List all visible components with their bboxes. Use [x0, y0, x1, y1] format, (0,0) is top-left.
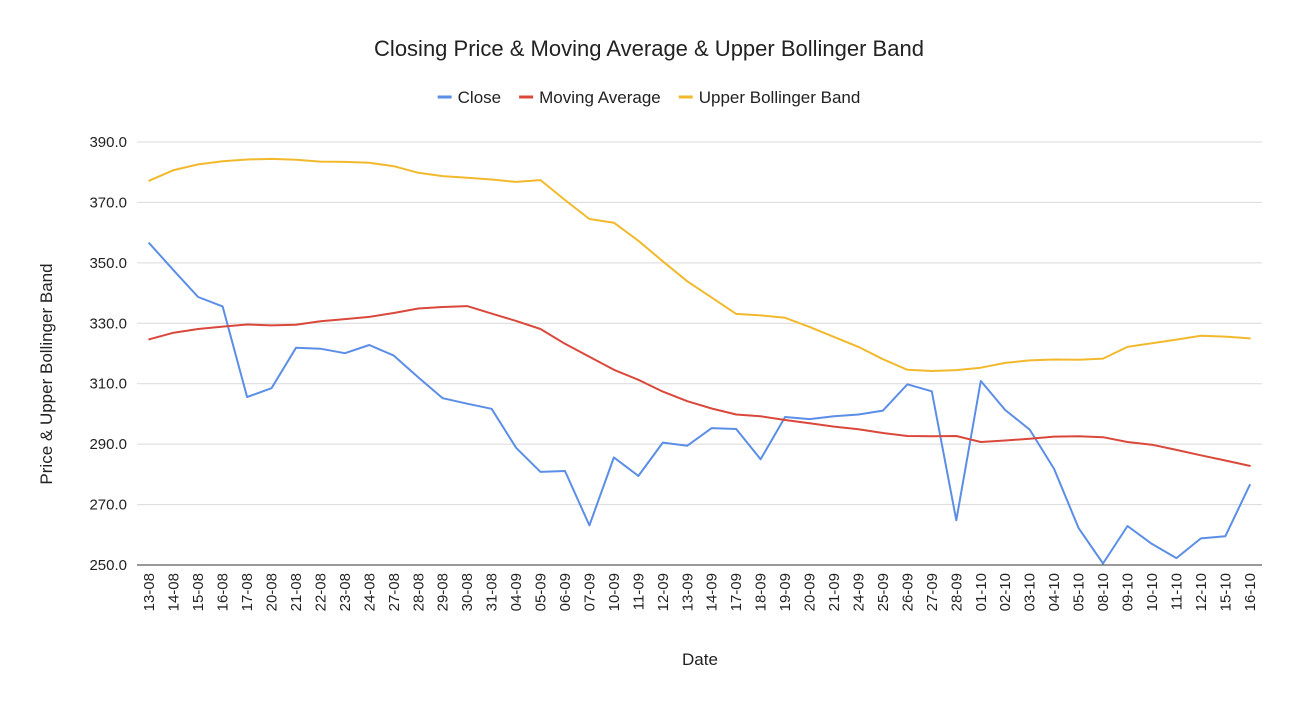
x-tick-label: 01-10	[973, 573, 990, 611]
chart-title: Closing Price & Moving Average & Upper B…	[374, 36, 924, 61]
series-line-close	[148, 242, 1251, 565]
y-tick-label: 310.0	[89, 376, 127, 393]
x-tick-label: 17-09	[728, 573, 745, 611]
x-tick-label: 02-10	[997, 573, 1014, 611]
x-tick-label: 13-08	[141, 573, 158, 611]
x-tick-label: 12-10	[1193, 573, 1210, 611]
y-tick-label: 290.0	[89, 436, 127, 453]
x-tick-label: 04-10	[1046, 573, 1063, 611]
y-axis-ticks: 250.0 270.0 290.0 310.0 330.0 350.0 370.0 390.0	[89, 134, 127, 574]
x-tick-label: 17-08	[239, 573, 256, 611]
legend-item: Moving Average	[519, 88, 661, 107]
x-tick-label: 28-09	[948, 573, 965, 611]
x-tick-label: 12-09	[655, 573, 672, 611]
x-tick-label: 18-09	[753, 573, 770, 611]
x-tick-label: 08-10	[1095, 573, 1112, 611]
x-tick-label: 19-09	[777, 573, 794, 611]
x-tick-label: 23-08	[337, 573, 354, 611]
x-tick-label: 05-09	[533, 573, 550, 611]
x-tick-label: 28-08	[410, 573, 427, 611]
y-tick-label: 270.0	[89, 497, 127, 514]
legend-label: Upper Bollinger Band	[699, 88, 861, 107]
x-tick-label: 25-09	[875, 573, 892, 611]
x-tick-label: 20-09	[802, 573, 819, 611]
x-tick-label: 20-08	[264, 573, 281, 611]
series-line-moving-average	[148, 305, 1251, 467]
x-axis-ticks: 13-08 14-08 15-08 16-08 17-08 20-08 21-08 22-08…	[141, 573, 1259, 611]
gridlines	[137, 141, 1262, 566]
x-tick-label: 10-10	[1144, 573, 1161, 611]
chart-legend: Close Moving Average Upper Bollinger Band	[437, 88, 861, 107]
y-tick-label: 350.0	[89, 255, 127, 272]
x-tick-label: 03-10	[1022, 573, 1039, 611]
x-tick-label: 06-09	[557, 573, 574, 611]
x-tick-label: 16-10	[1242, 573, 1259, 611]
x-tick-label: 09-10	[1119, 573, 1136, 611]
x-tick-label: 04-09	[508, 573, 525, 611]
legend-label: Close	[458, 88, 501, 107]
y-axis-title: Price & Upper Bollinger Band	[37, 263, 56, 484]
series-line-upper-bollinger-band	[148, 157, 1251, 372]
x-tick-label: 07-09	[581, 573, 598, 611]
x-tick-label: 10-09	[606, 573, 623, 611]
x-tick-label: 31-08	[484, 573, 501, 611]
x-tick-label: 29-08	[435, 573, 452, 611]
x-tick-label: 16-08	[215, 573, 232, 611]
x-tick-label: 21-08	[288, 573, 305, 611]
x-axis-title: Date	[682, 650, 718, 669]
x-tick-label: 14-09	[704, 573, 721, 611]
x-tick-label: 24-08	[361, 573, 378, 611]
x-tick-label: 14-08	[166, 573, 183, 611]
y-tick-label: 390.0	[89, 134, 127, 151]
legend-item: Upper Bollinger Band	[678, 88, 861, 107]
x-tick-label: 22-08	[312, 573, 329, 611]
x-tick-label: 27-08	[386, 573, 403, 611]
x-tick-label: 15-08	[190, 573, 207, 611]
x-tick-label: 05-10	[1071, 573, 1088, 611]
y-tick-label: 330.0	[89, 315, 127, 332]
x-tick-label: 15-10	[1217, 573, 1234, 611]
legend-item: Close	[437, 88, 501, 107]
legend-label: Moving Average	[539, 88, 661, 107]
x-tick-label: 21-09	[826, 573, 843, 611]
x-tick-label: 27-09	[924, 573, 941, 611]
x-tick-label: 11-10	[1168, 573, 1185, 610]
x-tick-label: 26-09	[899, 573, 916, 611]
x-tick-label: 30-08	[459, 573, 476, 611]
x-tick-label: 24-09	[850, 573, 867, 611]
y-tick-label: 370.0	[89, 194, 127, 211]
y-tick-label: 250.0	[89, 557, 127, 574]
x-tick-label: 11-09	[630, 573, 647, 610]
x-tick-label: 13-09	[679, 573, 696, 611]
series-lines	[148, 157, 1251, 565]
